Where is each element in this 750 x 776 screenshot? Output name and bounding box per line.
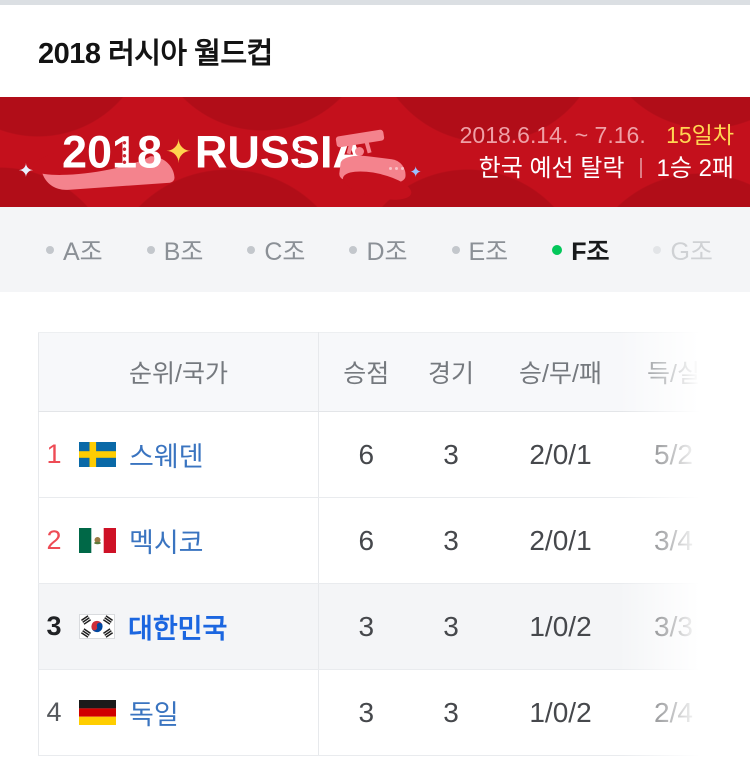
standings-table-zone: 순위/국가 승점 경기 승/무/패 득/실 1 스웨덴 xyxy=(0,332,750,756)
tab-group-d[interactable]: D조 xyxy=(349,232,408,268)
points-value: 6 xyxy=(318,497,414,584)
wdl-value: 2/0/1 xyxy=(488,497,633,584)
points-value: 3 xyxy=(318,583,414,670)
south-korea-flag-icon xyxy=(79,614,115,639)
tab-group-a[interactable]: A조 xyxy=(46,232,103,268)
worldcup-banner: ✦ 2018 ✦ RUSSIA ✦ 2018.6.14. ~ 7.16. 15일… xyxy=(0,97,750,207)
logo-year: 2018 xyxy=(62,126,163,178)
wdl-value: 1/0/2 xyxy=(488,583,633,670)
divider xyxy=(640,158,643,178)
header-points: 승점 xyxy=(318,332,414,412)
comet-decoration-left: ✦ xyxy=(18,154,176,192)
rank-number: 3 xyxy=(46,611,62,641)
points-value: 6 xyxy=(318,411,414,498)
team-link[interactable]: 스웨덴 xyxy=(129,442,204,472)
team-link[interactable]: 독일 xyxy=(129,700,179,730)
tab-dot-icon xyxy=(247,245,256,254)
sparkle-icon: ✦ xyxy=(409,164,422,181)
rank-number: 2 xyxy=(46,525,62,555)
tab-group-e[interactable]: E조 xyxy=(451,232,508,268)
rank-number: 4 xyxy=(46,697,62,727)
wdl-value: 2/0/1 xyxy=(488,411,633,498)
team-link[interactable]: 멕시코 xyxy=(129,528,204,558)
header-wdl: 승/무/패 xyxy=(488,332,633,412)
tab-group-b[interactable]: B조 xyxy=(146,232,203,268)
wdl-value: 1/0/2 xyxy=(488,669,633,756)
tab-dot-icon xyxy=(146,245,155,254)
tab-dot-icon xyxy=(46,245,54,254)
table-row-south-korea-highlighted: 3 xyxy=(38,583,715,670)
top-divider-strip xyxy=(0,0,750,5)
team-link[interactable]: 대한민국 xyxy=(128,614,228,644)
rank-number: 1 xyxy=(46,439,62,469)
page-title: 2018 러시아 월드컵 xyxy=(38,38,273,70)
tournament-period: 2018.6.14. ~ 7.16. xyxy=(459,122,646,148)
tournament-day-count: 15일차 xyxy=(666,122,734,148)
goals-value: 5/2 xyxy=(632,411,715,498)
header-rank-country: 순위/국가 xyxy=(38,332,319,412)
tab-dot-icon xyxy=(451,245,460,254)
korea-status: 한국 예선 탈락 xyxy=(478,155,625,182)
group-tab-bar: A조 B조 C조 D조 E조 F조 G조 xyxy=(0,207,750,292)
tab-group-c[interactable]: C조 xyxy=(247,232,305,268)
points-value: 3 xyxy=(318,669,414,756)
table-row-germany: 4 독일 3 3 1/0/2 2/4 xyxy=(38,669,715,756)
tab-active-dot-icon xyxy=(552,244,563,255)
header-goals: 득/실 xyxy=(632,332,715,412)
played-value: 3 xyxy=(413,669,489,756)
tab-group-f-active[interactable]: F조 xyxy=(552,232,609,268)
group-standings-table: 순위/국가 승점 경기 승/무/패 득/실 1 스웨덴 xyxy=(38,332,715,756)
goals-value: 3/4 xyxy=(632,497,715,584)
goals-value: 3/3 xyxy=(632,583,715,670)
header-played: 경기 xyxy=(413,332,489,412)
page-header: 2018 러시아 월드컵 xyxy=(0,5,750,97)
sweden-flag-icon xyxy=(79,442,116,467)
star-icon: ✦ xyxy=(165,133,192,169)
played-value: 3 xyxy=(413,583,489,670)
flag-figure-decoration: ✦ xyxy=(332,129,422,197)
tab-dot-icon xyxy=(653,245,662,254)
marquee-dots-icon xyxy=(122,139,127,165)
sparkle-icon: ✦ xyxy=(18,161,34,182)
germany-flag-icon xyxy=(79,700,116,725)
banner-info: 2018.6.14. ~ 7.16. 15일차 한국 예선 탈락 1승 2패 xyxy=(460,119,734,185)
tab-dot-icon xyxy=(349,245,358,254)
marquee-dots-icon xyxy=(297,139,302,165)
table-row-mexico: 2 멕시코 6 3 2/0/1 3/4 xyxy=(38,497,715,584)
played-value: 3 xyxy=(413,411,489,498)
mexico-flag-icon xyxy=(79,528,116,553)
goals-value: 2/4 xyxy=(632,669,715,756)
worldcup-logo: 2018 ✦ RUSSIA xyxy=(62,130,365,175)
table-row-sweden: 1 스웨덴 6 3 2/0/1 5/2 xyxy=(38,411,715,498)
tab-group-g[interactable]: G조 xyxy=(653,232,713,268)
korea-record: 1승 2패 xyxy=(656,155,734,182)
played-value: 3 xyxy=(413,497,489,584)
table-header-row: 순위/국가 승점 경기 승/무/패 득/실 xyxy=(38,332,715,412)
